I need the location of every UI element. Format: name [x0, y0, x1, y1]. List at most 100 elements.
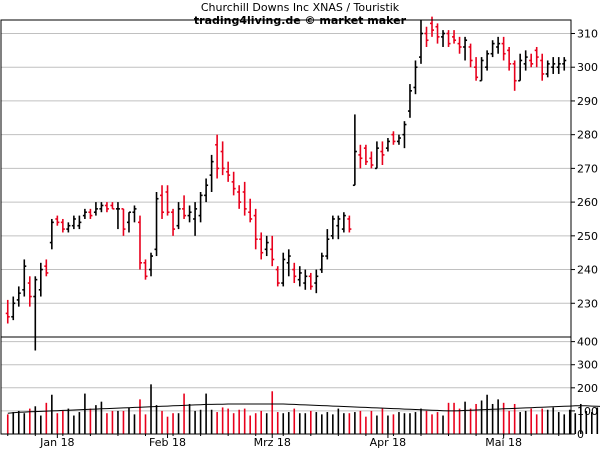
volume-grid	[1, 341, 571, 412]
ohlc-bar	[49, 218, 54, 250]
ohlc-bar	[512, 60, 517, 91]
ohlc-bar	[424, 26, 429, 47]
ohlc-bar	[149, 252, 154, 277]
ohlc-bar	[457, 36, 462, 54]
volume-moving-average-line	[7, 403, 600, 414]
ohlc-bar	[182, 195, 187, 219]
ohlc-bar	[523, 50, 528, 71]
ohlc-bar	[77, 215, 82, 230]
ohlc-bar	[463, 36, 468, 61]
ohlc-bar	[540, 53, 545, 81]
ohlc-bar	[336, 215, 341, 240]
ohlc-bar	[385, 138, 390, 152]
ohlc-bar	[60, 218, 65, 233]
ohlc-bar	[187, 205, 192, 223]
x-tick-label: Jan 18	[39, 436, 74, 449]
ohlc-bar	[82, 208, 87, 219]
ohlc-bar	[319, 252, 324, 273]
ohlc-bar	[253, 208, 258, 250]
ohlc-bar	[242, 181, 247, 216]
price-y-tick-label: 300	[577, 61, 598, 74]
volume-bars	[6, 384, 599, 434]
price-y-tick-label: 310	[577, 27, 598, 40]
ohlc-bar	[358, 144, 363, 169]
ohlc-bar	[551, 57, 556, 74]
ohlc-bar	[231, 171, 236, 196]
price-y-tick-label: 270	[577, 162, 598, 175]
ohlc-bar	[110, 202, 115, 210]
ohlc-bar	[534, 46, 539, 68]
ohlc-bar	[275, 266, 280, 287]
ohlc-bar	[341, 212, 346, 233]
ohlc-bar	[209, 154, 214, 192]
ohlc-bar	[270, 235, 275, 267]
ohlc-bar	[115, 202, 120, 230]
ohlc-bar	[281, 252, 286, 287]
ohlc-bar	[407, 84, 412, 118]
ohlc-bar	[11, 296, 16, 321]
x-tick-label: Mrz 18	[254, 436, 291, 449]
volume-y-tick-label: 400	[577, 336, 598, 349]
ohlc-bar	[104, 202, 109, 213]
ohlc-bar	[204, 178, 209, 203]
ohlc-bar	[308, 272, 313, 290]
ohlc-bar	[479, 57, 484, 82]
ohlc-bar	[446, 30, 451, 47]
ohlc-bar	[160, 185, 165, 219]
ohlc-bar	[22, 259, 27, 297]
price-y-tick-label: 260	[577, 196, 598, 209]
ohlc-bar	[259, 232, 264, 260]
ohlc-bar	[474, 57, 479, 81]
ohlc-bar	[380, 141, 385, 166]
ohlc-bar	[154, 191, 159, 257]
ohlc-bar	[143, 259, 148, 280]
ohlc-bar	[413, 60, 418, 95]
ohlc-bar	[193, 202, 198, 236]
ohlc-bar	[198, 191, 203, 223]
ohlc-bar	[292, 262, 297, 284]
ohlc-bar	[325, 229, 330, 260]
ohlc-bar	[33, 276, 38, 351]
ohlc-bar	[441, 30, 446, 47]
ohlc-bar	[297, 266, 302, 287]
volume-y-tick-label: 300	[577, 359, 598, 372]
ohlc-bar	[452, 30, 457, 44]
ohlc-bar	[55, 215, 60, 226]
ohlc-bar	[435, 23, 440, 44]
x-tick-label: Feb 18	[149, 436, 186, 449]
ohlc-bar	[529, 53, 534, 68]
ohlc-bar	[556, 57, 561, 74]
volume-y-tick-label: 200	[577, 382, 598, 395]
x-tick-label: Mai 18	[485, 436, 522, 449]
ohlc-bar	[314, 269, 319, 294]
volume-panel-frame	[0, 336, 572, 435]
ohlc-bar	[137, 215, 142, 270]
price-y-tick-label: 230	[577, 297, 598, 310]
ohlc-bar	[16, 286, 21, 307]
volume-y-axis: 0 100 200 300 400	[571, 336, 598, 441]
price-y-tick-label: 290	[577, 95, 598, 108]
ohlc-bar	[99, 202, 104, 213]
price-y-tick-label: 280	[577, 129, 598, 142]
ohlc-bar	[330, 215, 335, 240]
ohlc-bar	[237, 185, 242, 209]
price-y-axis: 230 240 250 260 270 280 290 300 310	[571, 27, 598, 310]
ohlc-bar	[44, 259, 49, 277]
volume-y-tick-label: 100	[577, 405, 598, 418]
ohlc-bar	[171, 208, 176, 236]
ohlc-bar	[165, 185, 170, 216]
ohlc-bar	[27, 276, 32, 307]
ohlc-bar	[286, 249, 291, 277]
ohlc-bar	[220, 141, 225, 176]
ohlc-bar	[5, 299, 10, 324]
ohlc-bar	[418, 20, 423, 64]
ohlc-bar	[562, 57, 567, 71]
ohlc-bar	[468, 43, 473, 68]
ohlc-bar	[264, 235, 269, 257]
ohlc-bar	[501, 36, 506, 61]
ohlc-bar	[391, 131, 396, 145]
x-tick-label: Apr 18	[370, 436, 407, 449]
ohlc-bar	[126, 211, 131, 233]
chart-title: Churchill Downs Inc XNAS / Touristik	[200, 1, 400, 14]
